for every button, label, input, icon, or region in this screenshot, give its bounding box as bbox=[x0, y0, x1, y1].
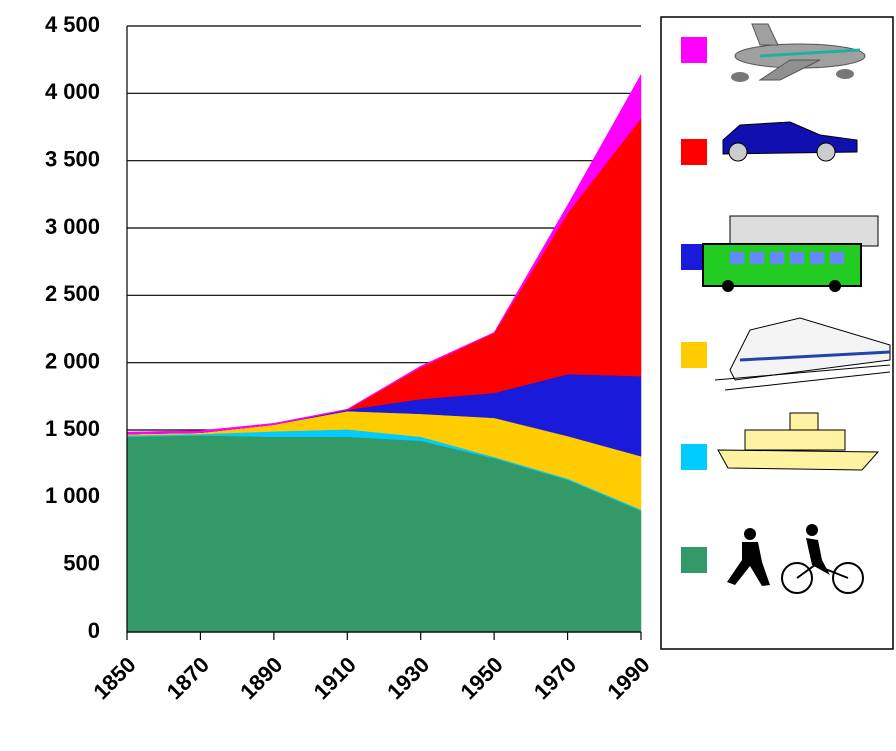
walk-bike-icon bbox=[727, 524, 864, 594]
x-tick-label: 1930 bbox=[382, 652, 434, 704]
y-tick-label: 3 000 bbox=[45, 214, 100, 239]
y-tick-label: 500 bbox=[63, 550, 100, 575]
legend-swatch bbox=[681, 139, 707, 165]
y-tick-label: 2 000 bbox=[45, 348, 100, 373]
boat-icon bbox=[717, 412, 880, 471]
bus-icon bbox=[702, 215, 879, 292]
y-tick-label: 4 000 bbox=[45, 79, 100, 104]
y-tick-label: 0 bbox=[88, 618, 100, 643]
train-icon bbox=[714, 317, 891, 391]
y-tick-label: 3 500 bbox=[45, 146, 100, 171]
x-tick-label: 1990 bbox=[602, 652, 654, 704]
y-tick-label: 4 500 bbox=[45, 12, 100, 37]
y-tick-label: 1 500 bbox=[45, 416, 100, 441]
legend-icons bbox=[702, 23, 891, 594]
legend-swatch bbox=[681, 342, 707, 368]
legend-swatch bbox=[681, 444, 707, 470]
legend-swatch bbox=[681, 547, 707, 573]
x-tick-label: 1970 bbox=[529, 652, 581, 704]
y-tick-label: 2 500 bbox=[45, 281, 100, 306]
x-tick-label: 1870 bbox=[162, 652, 214, 704]
legend-swatch bbox=[681, 37, 707, 63]
legend-box bbox=[660, 16, 894, 650]
x-tick-label: 1850 bbox=[88, 652, 140, 704]
car-icon bbox=[722, 121, 858, 162]
plane-icon bbox=[731, 23, 866, 82]
area bbox=[126, 73, 642, 435]
x-tick-label: 1890 bbox=[235, 652, 287, 704]
x-tick-label: 1910 bbox=[309, 652, 361, 704]
y-tick-label: 1 000 bbox=[45, 483, 100, 508]
x-tick-label: 1950 bbox=[455, 652, 507, 704]
